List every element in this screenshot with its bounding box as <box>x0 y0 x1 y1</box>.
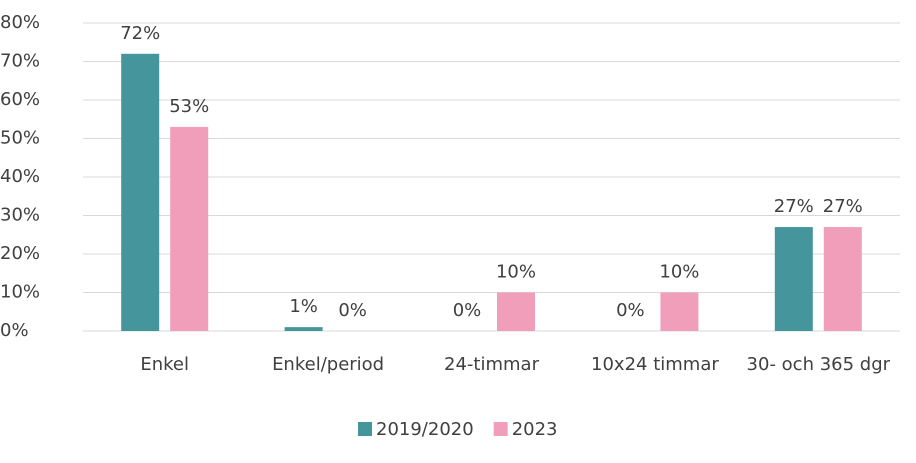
data-label: 0% <box>616 300 645 321</box>
y-tick-label: 40% <box>0 166 40 187</box>
bar <box>121 53 160 332</box>
data-label: 0% <box>453 300 482 321</box>
data-label: 72% <box>120 23 160 44</box>
x-tick-label: 30- och 365 dgr <box>746 354 891 375</box>
x-tick-label: Enkel <box>140 354 189 375</box>
data-label: 53% <box>169 96 209 117</box>
y-tick-label: 20% <box>0 243 40 264</box>
x-tick-label: 24-timmar <box>444 354 539 375</box>
bar <box>497 292 535 331</box>
legend-label: 2019/2020 <box>376 419 474 440</box>
x-tick-label: Enkel/period <box>272 354 385 375</box>
bar <box>774 227 813 331</box>
data-label: 10% <box>496 262 536 283</box>
y-tick-label: 80% <box>0 12 40 33</box>
legend-swatch <box>358 422 372 436</box>
y-tick-label: 70% <box>0 51 40 72</box>
bar <box>170 126 209 331</box>
data-label: 27% <box>823 196 863 217</box>
data-label: 0% <box>338 300 367 321</box>
x-tick-label: 10x24 timmar <box>591 354 719 375</box>
legend-swatch <box>493 422 508 436</box>
y-tick-label: 0% <box>0 320 29 341</box>
data-label: 10% <box>659 262 699 283</box>
data-label: 1% <box>289 296 318 317</box>
y-tick-label: 60% <box>0 89 40 110</box>
y-tick-label: 30% <box>0 205 40 226</box>
bar <box>823 227 862 331</box>
legend-label: 2023 <box>512 419 558 440</box>
bar <box>284 327 323 331</box>
bar <box>660 292 699 331</box>
y-tick-label: 50% <box>0 128 40 149</box>
y-tick-label: 10% <box>0 282 40 303</box>
data-label: 27% <box>774 196 814 217</box>
